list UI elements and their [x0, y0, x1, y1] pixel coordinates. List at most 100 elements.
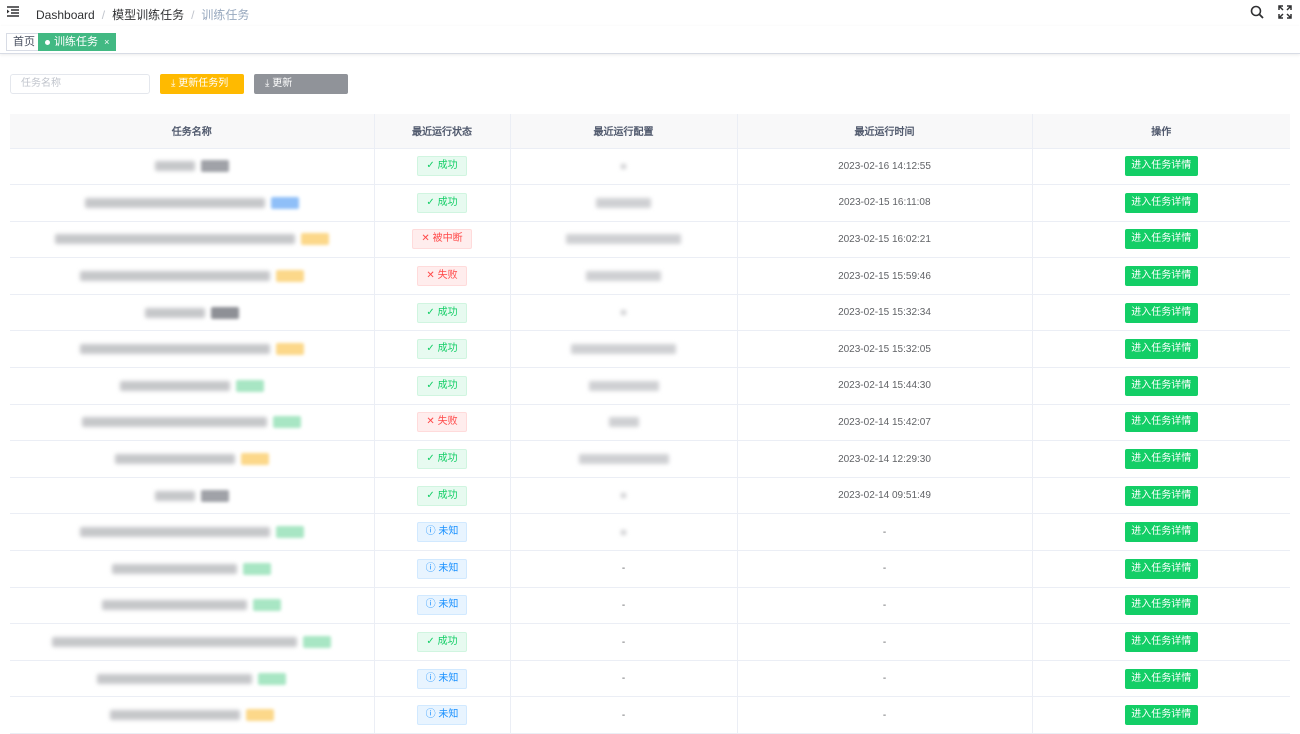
search-icon[interactable]	[1250, 5, 1264, 19]
task-tag	[275, 270, 304, 283]
task-name-redacted	[112, 563, 238, 574]
task-name-cell	[10, 440, 375, 478]
col-task-name: 任务名称	[10, 114, 375, 149]
time-cell: 2023-02-14 09:51:49	[737, 477, 1033, 515]
time-cell: -	[737, 623, 1033, 661]
task-detail-button[interactable]: 进入任务详情	[1124, 485, 1198, 506]
status-badge: ✕ 失败	[417, 412, 467, 433]
task-name-cell	[10, 696, 375, 734]
task-name-cell	[10, 623, 375, 661]
task-detail-button[interactable]: 进入任务详情	[1124, 375, 1198, 396]
config-redacted	[588, 380, 659, 391]
task-name-redacted	[84, 197, 265, 208]
task-name-input[interactable]: 任务名称	[10, 74, 150, 94]
status-badge: ✓ 成功	[417, 339, 467, 360]
time-cell: -	[737, 660, 1033, 698]
table-row: ✕ 被中断 2023-02-15 16:02:21 进入任务详情	[10, 221, 1290, 259]
action-cell: 进入任务详情	[1032, 330, 1290, 369]
config-cell	[510, 257, 738, 295]
task-name-cell	[10, 404, 375, 442]
task-tag	[240, 453, 269, 466]
task-detail-button[interactable]: 进入任务详情	[1124, 632, 1198, 653]
status-badge: ✓ 成功	[417, 449, 467, 470]
time-cell: -	[737, 696, 1033, 734]
time-cell: -	[737, 587, 1033, 625]
status-badge: ✓ 成功	[417, 375, 467, 396]
task-detail-button[interactable]: 进入任务详情	[1124, 449, 1198, 470]
task-name-cell	[10, 587, 375, 625]
tags-view: 首页 训练任务 ×	[0, 26, 1300, 54]
task-detail-button[interactable]: 进入任务详情	[1124, 266, 1198, 287]
task-name-redacted	[154, 161, 195, 172]
status-badge: ⓘ 未知	[416, 668, 468, 689]
fullscreen-icon[interactable]	[1278, 5, 1292, 19]
time-cell: 2023-02-15 15:32:34	[737, 294, 1033, 332]
task-detail-button[interactable]: 进入任务详情	[1124, 192, 1198, 213]
task-tag	[253, 599, 282, 612]
config-cell	[510, 440, 738, 478]
time-cell: 2023-02-15 15:32:05	[737, 330, 1033, 369]
config-redacted	[578, 453, 669, 464]
task-detail-button[interactable]: 进入任务详情	[1124, 156, 1198, 177]
task-name-redacted	[79, 271, 270, 282]
task-detail-button[interactable]: 进入任务详情	[1124, 522, 1198, 543]
task-tag	[235, 379, 264, 392]
table-row: ✓ 成功 - - 进入任务详情	[10, 623, 1290, 661]
task-detail-button[interactable]: 进入任务详情	[1124, 229, 1198, 250]
task-detail-button[interactable]: 进入任务详情	[1124, 339, 1198, 360]
config-cell	[510, 294, 738, 332]
status-cell: ✓ 成功	[374, 623, 511, 661]
task-detail-button[interactable]: 进入任务详情	[1124, 302, 1198, 323]
status-badge: ✓ 成功	[417, 485, 467, 506]
task-name-redacted	[114, 454, 235, 465]
task-tag	[243, 562, 272, 575]
breadcrumb: Dashboard / 模型训练任务 / 训练任务	[36, 8, 250, 22]
hamburger-icon[interactable]	[7, 6, 19, 17]
update-sonic-core-button[interactable]: ⤓ 更新Sonic_core	[254, 74, 348, 109]
task-tag	[270, 196, 299, 209]
task-tag	[210, 306, 239, 319]
task-tag	[275, 343, 304, 356]
task-name-redacted	[97, 673, 253, 684]
config-cell: -	[510, 696, 738, 734]
config-value: -	[621, 673, 626, 685]
task-name-cell	[10, 184, 375, 222]
col-status: 最近运行状态	[374, 114, 511, 149]
task-name-redacted	[54, 234, 295, 245]
task-detail-button[interactable]: 进入任务详情	[1124, 668, 1198, 689]
task-name-redacted	[82, 417, 268, 428]
task-name-redacted	[109, 710, 240, 721]
task-detail-button[interactable]: 进入任务详情	[1124, 558, 1198, 579]
status-cell: ⓘ 未知	[374, 696, 511, 734]
table-row: ⓘ 未知 - - 进入任务详情	[10, 587, 1290, 625]
update-task-list-button[interactable]: ⤓ 更新任务列表	[160, 74, 244, 109]
task-detail-button[interactable]: 进入任务详情	[1124, 705, 1198, 726]
task-name-cell	[10, 513, 375, 552]
status-cell: ✓ 成功	[374, 477, 511, 515]
tag-home[interactable]: 首页	[6, 33, 42, 51]
tag-training-tasks[interactable]: 训练任务 ×	[38, 33, 117, 51]
table-row: ✓ 成功 2023-02-15 16:11:08 进入任务详情	[10, 184, 1290, 222]
time-cell: 2023-02-14 15:44:30	[737, 367, 1033, 405]
task-name-cell	[10, 257, 375, 295]
task-detail-button[interactable]: 进入任务详情	[1124, 412, 1198, 433]
config-value: -	[621, 599, 626, 611]
table-row: ✓ 成功 2023-02-15 15:32:34 进入任务详情	[10, 294, 1290, 332]
status-badge: ✓ 成功	[417, 156, 467, 177]
status-cell: ✓ 成功	[374, 440, 511, 478]
breadcrumb-dashboard[interactable]: Dashboard	[36, 8, 95, 22]
task-tag	[258, 672, 287, 685]
action-cell: 进入任务详情	[1032, 221, 1290, 259]
task-tag	[273, 416, 302, 429]
close-icon[interactable]: ×	[104, 37, 110, 47]
time-cell: 2023-02-15 16:11:08	[737, 184, 1033, 222]
time-cell: 2023-02-15 15:59:46	[737, 257, 1033, 295]
status-badge: ✕ 被中断	[412, 229, 472, 250]
task-detail-button[interactable]: 进入任务详情	[1124, 595, 1198, 616]
action-cell: 进入任务详情	[1032, 184, 1290, 222]
action-cell: 进入任务详情	[1032, 623, 1290, 661]
task-name-cell	[10, 330, 375, 369]
breadcrumb-model-training[interactable]: 模型训练任务	[112, 8, 185, 22]
task-tag	[275, 526, 304, 539]
action-cell: 进入任务详情	[1032, 440, 1290, 478]
